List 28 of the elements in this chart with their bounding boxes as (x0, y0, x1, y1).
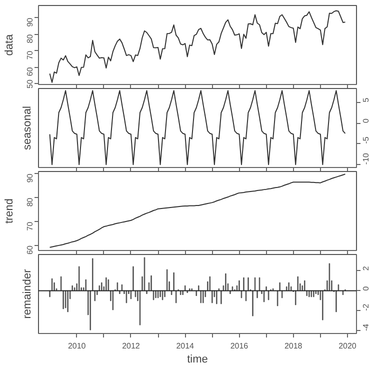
x-axis-title: time (187, 354, 208, 366)
y-axis-title: remainder (22, 268, 34, 319)
y-tick-label: 60 (26, 245, 34, 254)
y2-tick-label: 5 (362, 97, 370, 102)
y2-tick-label: -2 (362, 303, 370, 311)
y-axis-title: trend (4, 198, 16, 224)
y2-tick-label: 2 (362, 266, 370, 271)
y-axis-title: data (4, 33, 16, 56)
x-tick-label: 2010 (68, 342, 86, 350)
y-axis-title: seasonal (22, 106, 34, 150)
x-tick-label: 2014 (176, 342, 195, 350)
x-tick-label: 2016 (230, 342, 249, 350)
y-tick-label: 80 (26, 34, 34, 44)
y2-tick-label: 0 (362, 286, 370, 291)
y-tick-label: 90 (26, 17, 34, 27)
y-tick-label: 60 (26, 66, 34, 76)
y2-tick-label: 0 (362, 118, 370, 124)
y-tick-label: 70 (26, 221, 34, 231)
x-tick-label: 2020 (338, 342, 357, 350)
x-tick-label: 2012 (122, 342, 140, 350)
y2-tick-label: -5 (362, 136, 370, 144)
x-tick-label: 2018 (284, 342, 303, 350)
y-tick-label: 80 (26, 197, 34, 207)
y2-tick-label: -4 (362, 323, 370, 331)
y-tick-label: 70 (26, 50, 34, 60)
y2-tick-label: -10 (362, 152, 370, 165)
y-tick-label: 90 (26, 173, 34, 183)
y-tick-label: 50 (26, 79, 34, 88)
